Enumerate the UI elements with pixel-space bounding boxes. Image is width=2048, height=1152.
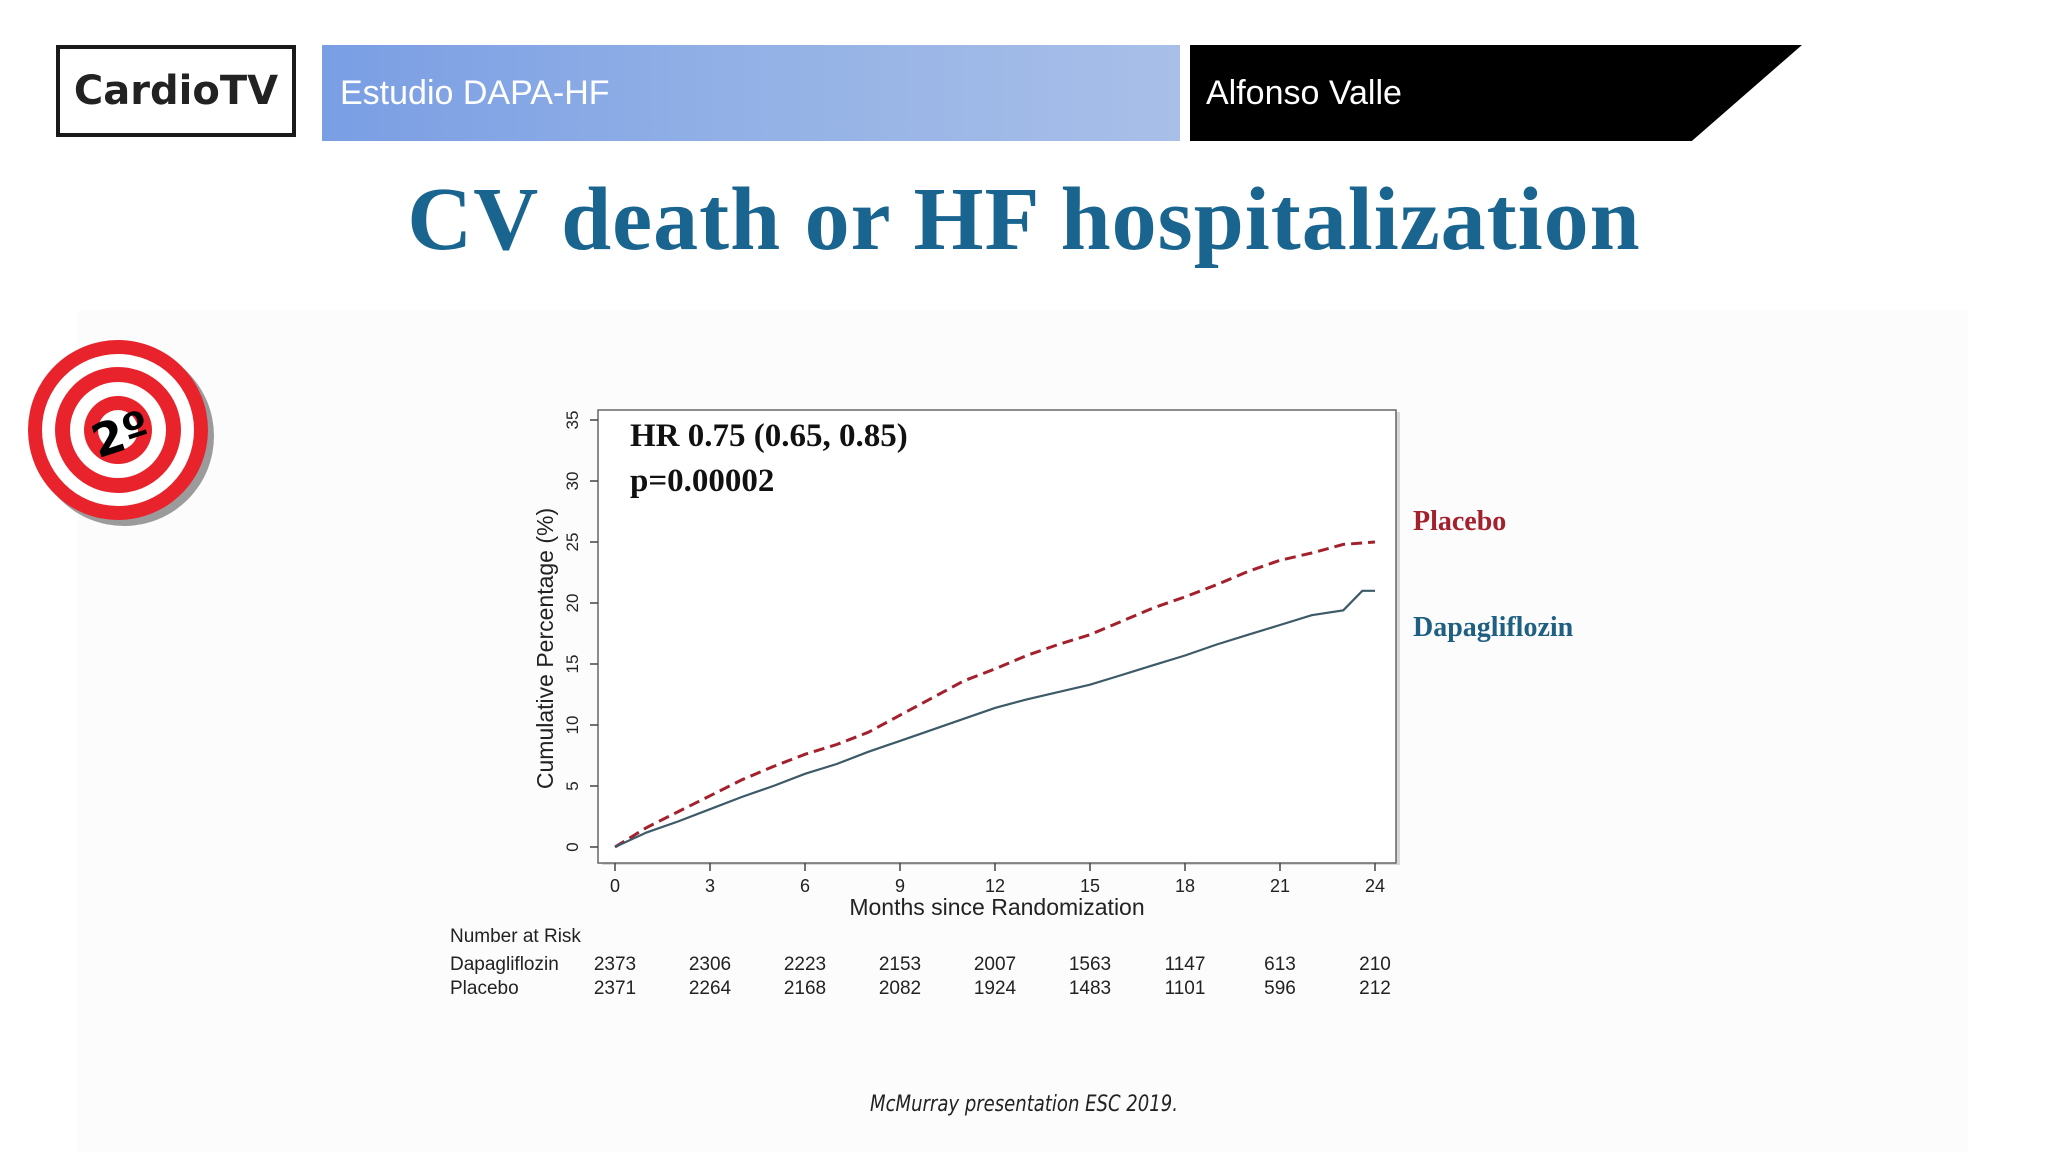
risk-cell: 210 bbox=[1359, 954, 1391, 975]
x-tick-label: 9 bbox=[895, 876, 905, 896]
x-tick-label: 12 bbox=[985, 876, 1005, 896]
target-icon: 2º bbox=[28, 340, 214, 526]
y-tick-label: 0 bbox=[563, 842, 582, 851]
risk-cell: 1147 bbox=[1164, 954, 1206, 975]
x-tick-label: 21 bbox=[1270, 876, 1290, 896]
risk-cell: 2007 bbox=[973, 954, 1017, 975]
risk-cell: 2223 bbox=[783, 954, 827, 975]
risk-cell: 2373 bbox=[593, 954, 637, 975]
series-line-placebo bbox=[614, 540, 1376, 849]
risk-row-label: Placebo bbox=[450, 978, 519, 999]
x-tick-label: 24 bbox=[1365, 876, 1385, 896]
y-tick-label: 15 bbox=[563, 655, 582, 674]
cardiotv-logo: CardioTV bbox=[56, 45, 296, 137]
risk-cell: 2264 bbox=[688, 978, 732, 999]
x-axis-label: Months since Randomization bbox=[849, 894, 1144, 920]
slide-title: CV death or HF hospitalization bbox=[407, 170, 1641, 269]
x-tick-label: 0 bbox=[610, 876, 620, 896]
risk-cell: 2082 bbox=[878, 978, 922, 999]
y-tick-label: 30 bbox=[563, 472, 582, 491]
risk-cell: 1563 bbox=[1068, 954, 1112, 975]
risk-cell: 2153 bbox=[878, 954, 922, 975]
x-tick-label: 15 bbox=[1080, 876, 1100, 896]
risk-cell: 2168 bbox=[783, 978, 827, 999]
series-label-dapagliflozin: Dapagliflozin bbox=[1413, 612, 1574, 643]
risk-cell: 1483 bbox=[1068, 978, 1112, 999]
risk-cell: 2306 bbox=[688, 954, 732, 975]
risk-cell: 1101 bbox=[1164, 978, 1206, 999]
y-tick-label: 5 bbox=[563, 781, 582, 790]
risk-cell: 1924 bbox=[973, 978, 1017, 999]
x-tick-label: 18 bbox=[1175, 876, 1195, 896]
chart-annotation: p=0.00002 bbox=[630, 463, 774, 499]
footnote: McMurray presentation ESC 2019. bbox=[870, 1092, 1178, 1117]
y-tick-label: 20 bbox=[563, 594, 582, 613]
y-tick-label: 25 bbox=[563, 533, 582, 552]
series-label-placebo: Placebo bbox=[1413, 506, 1506, 537]
study-banner: Estudio DAPA-HF bbox=[322, 45, 1180, 141]
y-tick-label: 10 bbox=[563, 716, 582, 735]
plot-area bbox=[597, 409, 1397, 864]
x-tick-label: 6 bbox=[800, 876, 810, 896]
risk-row-label: Dapagliflozin bbox=[450, 954, 559, 975]
series-line-dapagliflozin bbox=[614, 589, 1375, 848]
x-tick-label: 3 bbox=[705, 876, 715, 896]
presenter-banner: Alfonso Valle bbox=[1190, 45, 1802, 141]
risk-cell: 613 bbox=[1264, 954, 1296, 975]
y-axis-label: Cumulative Percentage (%) bbox=[532, 508, 558, 789]
y-tick-label: 35 bbox=[563, 411, 582, 430]
risk-cell: 596 bbox=[1264, 978, 1296, 999]
chart-annotation: HR 0.75 (0.65, 0.85) bbox=[630, 418, 908, 454]
risk-cell: 212 bbox=[1359, 978, 1391, 999]
risk-cell: 2371 bbox=[593, 978, 637, 999]
risk-table-heading: Number at Risk bbox=[450, 926, 581, 947]
